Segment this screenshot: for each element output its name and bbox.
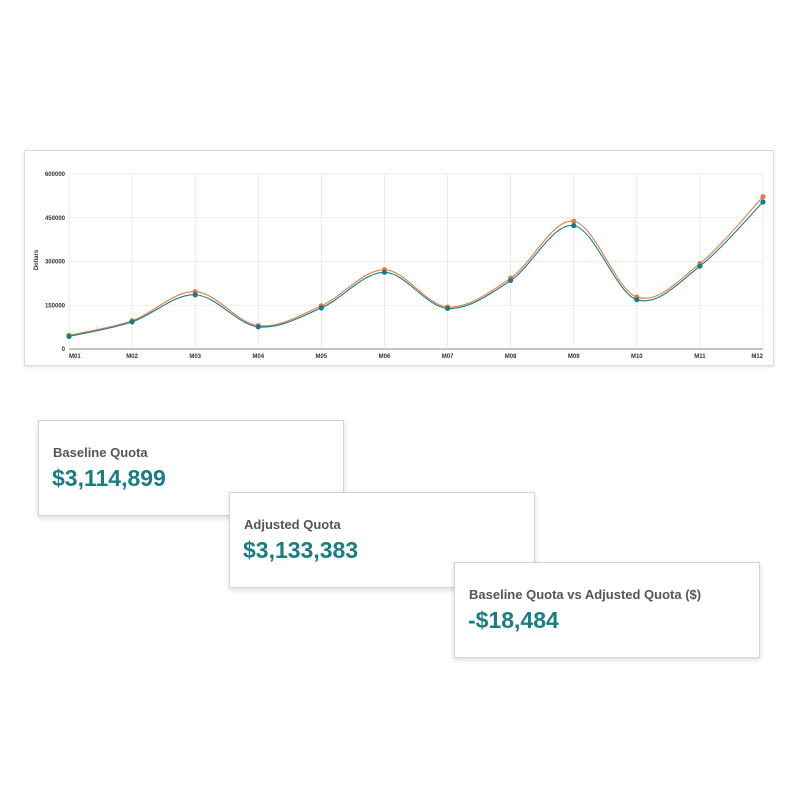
adjusted-quota-label: Adjusted Quota bbox=[244, 517, 341, 532]
baseline-quota-value: $3,114,899 bbox=[52, 465, 166, 491]
series-line bbox=[68, 201, 764, 337]
x-tick-label: M01 bbox=[69, 354, 81, 360]
data-point bbox=[760, 199, 766, 205]
quota-difference-label: Baseline Quota vs Adjusted Quota ($) bbox=[469, 587, 702, 602]
y-tick-label: 600000 bbox=[45, 172, 66, 178]
data-point bbox=[129, 319, 135, 325]
x-tick-label: M08 bbox=[505, 354, 517, 360]
x-tick-label: M03 bbox=[189, 354, 201, 360]
x-tick-label: M07 bbox=[442, 354, 454, 360]
x-tick-label: M02 bbox=[126, 354, 138, 360]
data-point bbox=[255, 324, 261, 330]
x-tick-label: M09 bbox=[568, 354, 580, 360]
x-tick-label: M12 bbox=[751, 354, 763, 360]
data-point bbox=[66, 333, 72, 340]
y-axis-label: Dollars bbox=[34, 249, 40, 270]
chart-panel: Dollars 0 150000 300000 450000 600000 M01 M02 M… bbox=[24, 150, 774, 366]
x-tick-label: M10 bbox=[631, 354, 643, 360]
data-point bbox=[760, 194, 766, 200]
y-tick-label: 0 bbox=[62, 347, 66, 353]
data-point bbox=[192, 292, 198, 298]
data-point bbox=[381, 269, 388, 275]
quota-difference-value: -$18,484 bbox=[468, 607, 559, 633]
x-tick-label: M05 bbox=[316, 354, 328, 360]
quota-difference-card: Baseline Quota vs Adjusted Quota ($) -$1… bbox=[454, 562, 760, 658]
data-point bbox=[444, 305, 451, 312]
data-point bbox=[571, 223, 577, 229]
data-point bbox=[697, 263, 703, 269]
data-point bbox=[634, 297, 640, 303]
data-point bbox=[571, 218, 577, 224]
line-chart: Dollars 0 150000 300000 450000 600000 M01 M02 M… bbox=[34, 172, 766, 360]
y-tick-label: 450000 bbox=[45, 216, 66, 222]
adjusted-quota-value: $3,133,383 bbox=[243, 537, 359, 563]
baseline-quota-label: Baseline Quota bbox=[53, 445, 148, 460]
y-tick-label: 300000 bbox=[45, 260, 66, 266]
x-tick-label: M04 bbox=[252, 354, 264, 360]
x-tick-label: M06 bbox=[379, 354, 391, 360]
x-tick-label: M11 bbox=[694, 354, 706, 360]
data-point bbox=[318, 305, 324, 311]
y-tick-label: 150000 bbox=[45, 303, 66, 309]
data-point bbox=[508, 277, 514, 284]
